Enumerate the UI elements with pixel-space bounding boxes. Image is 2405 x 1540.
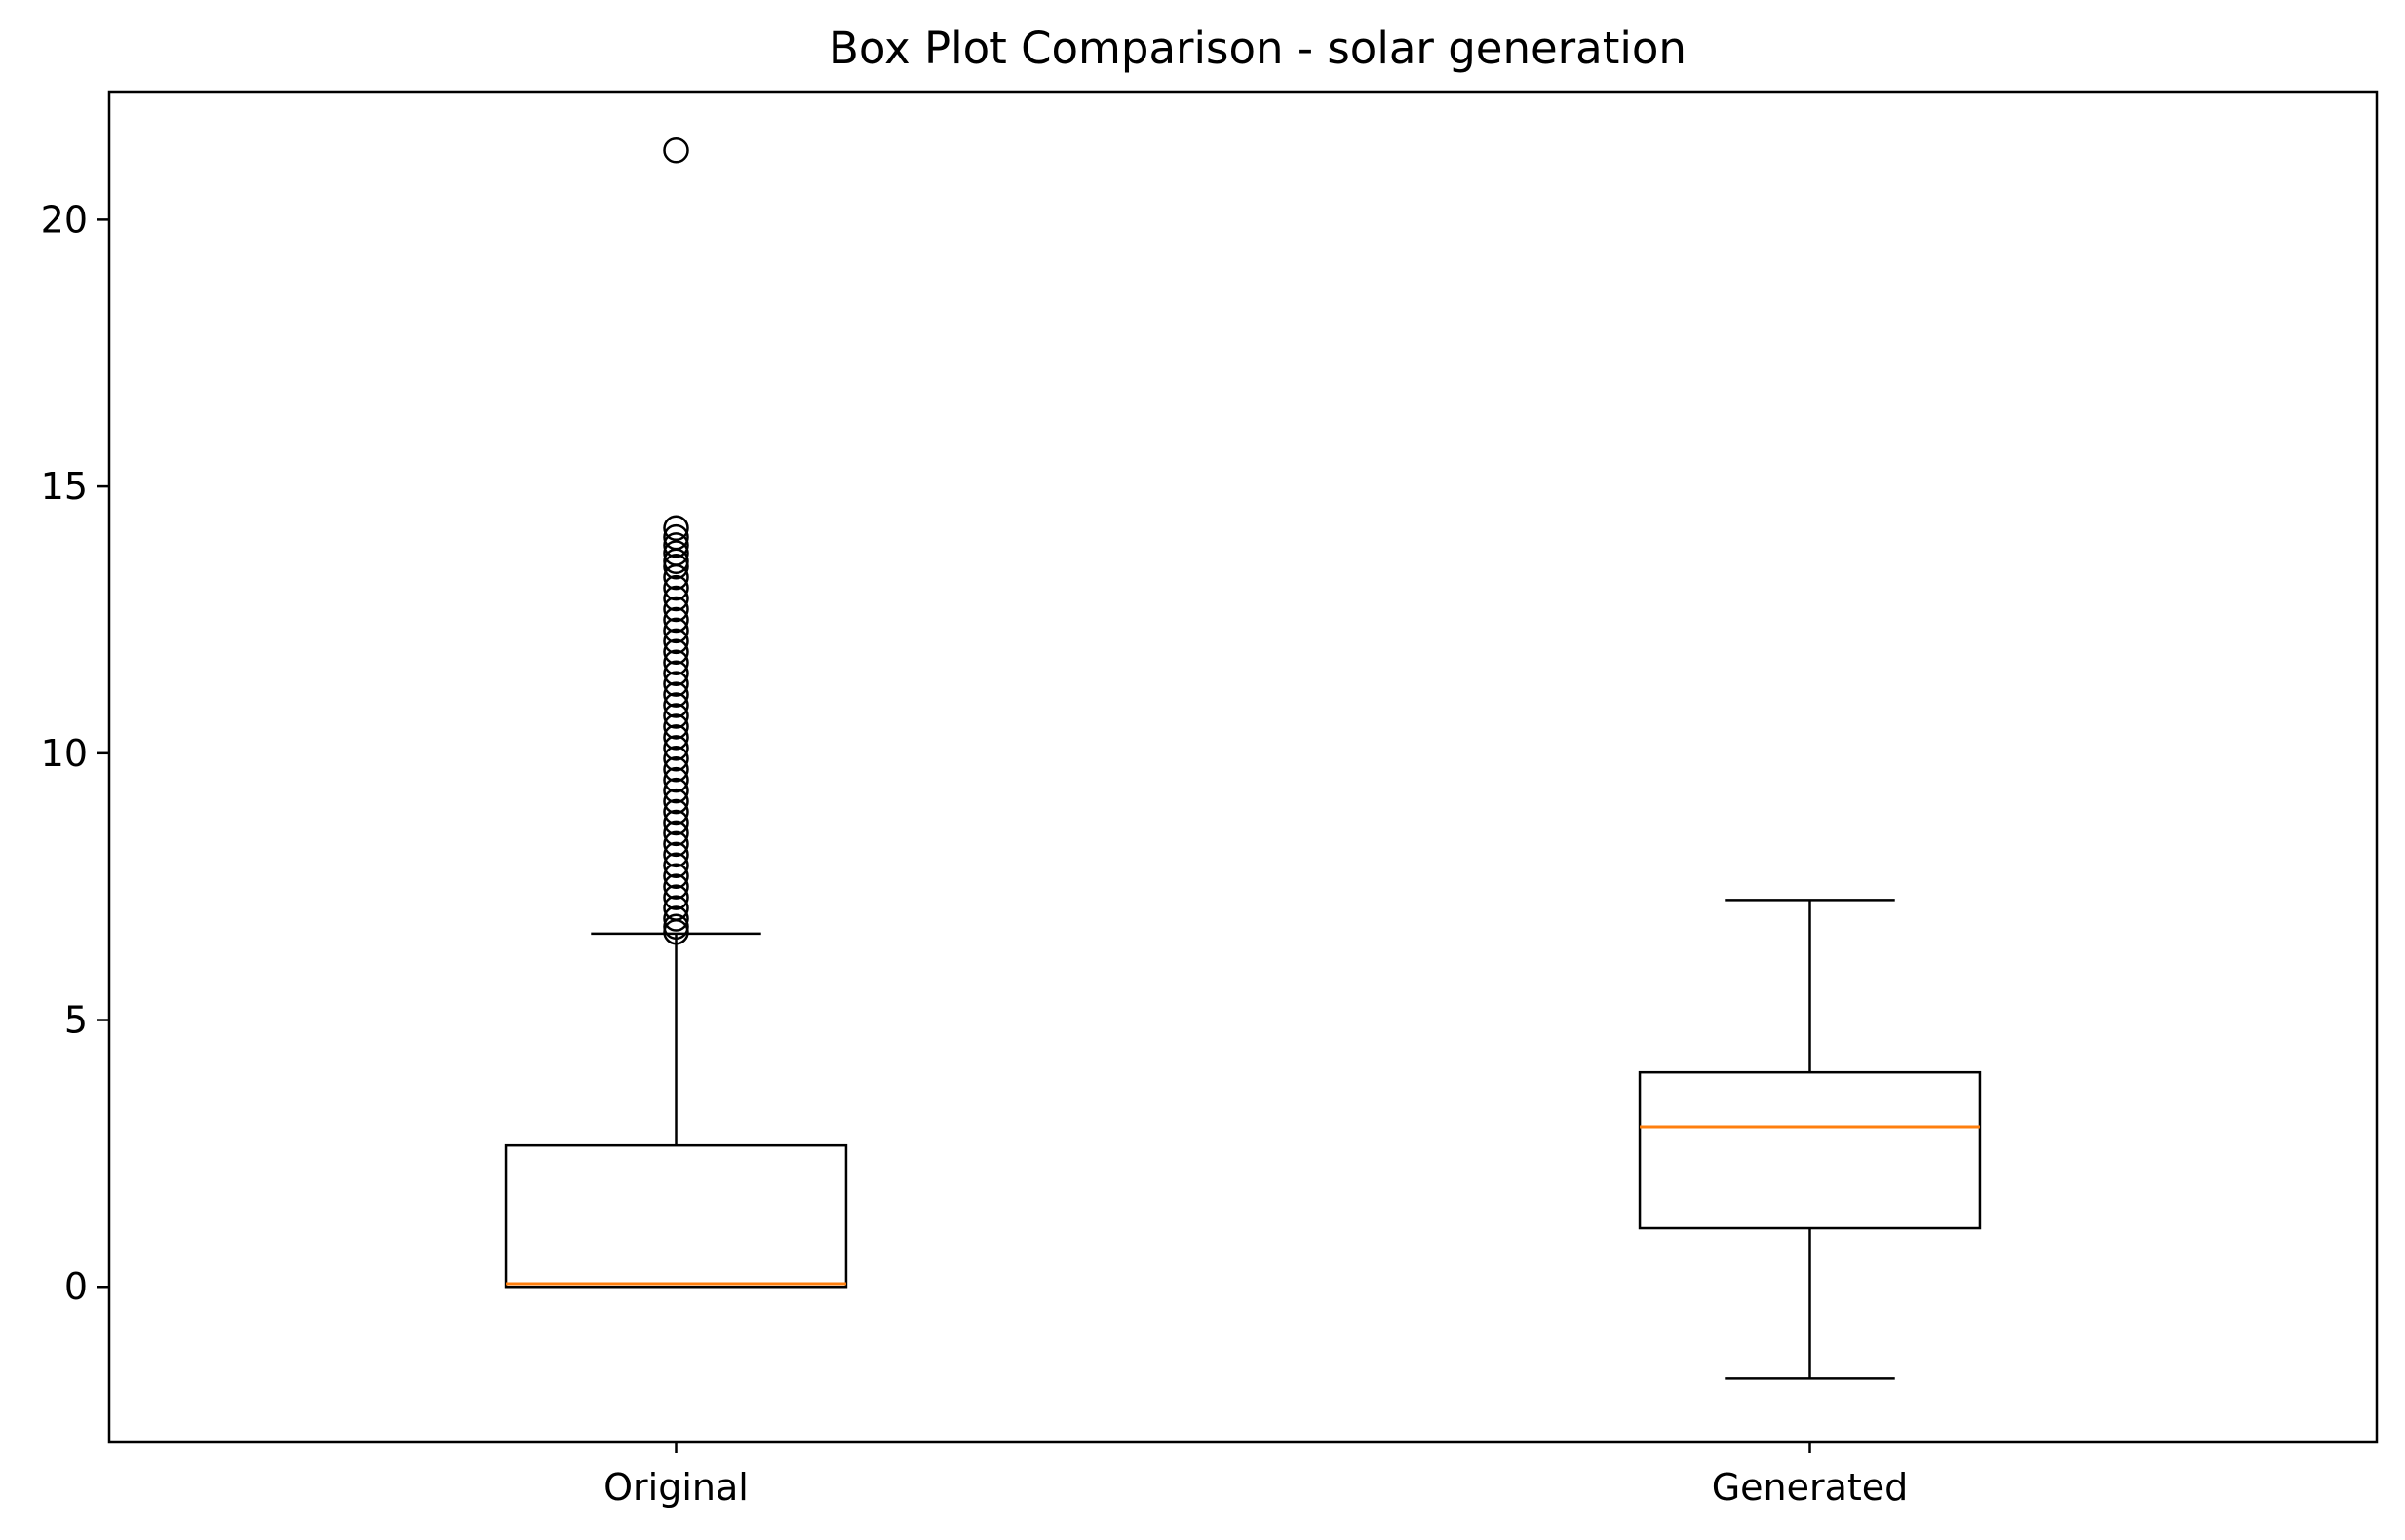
outlier-point [663,820,689,847]
outlier-point [663,660,689,686]
outlier-point [663,649,689,676]
outlier-point [663,617,689,644]
outlier-point [663,905,689,932]
outlier-point [663,628,689,655]
iqr-box [1638,1070,1982,1230]
outlier-point [663,755,689,783]
outlier-point [663,873,689,900]
outlier-point [663,830,689,858]
outlier-point [663,523,689,551]
outlier-point [663,788,689,815]
axes-frame [107,90,2379,1444]
outlier-point [663,638,689,666]
y-tick-label: 5 [64,999,88,1042]
outlier-point [663,766,689,793]
outlier-point [663,852,689,879]
y-axis: 0 5 10 15 20 [41,198,109,1308]
chart-title: Box Plot Comparison - solar generation [829,22,1687,74]
outlier-point [663,735,689,761]
x-tick-label: Generated [1712,1466,1909,1509]
outlier-point [663,681,689,708]
outlier-point [663,703,689,729]
outlier-point [663,895,689,921]
x-tick-label: Original [603,1466,749,1509]
plot-area [504,136,1982,1380]
box-group-original [504,136,848,1289]
outlier-point [663,841,689,868]
outlier-point [663,606,689,634]
y-tick-label: 20 [41,198,88,241]
outlier-point [663,540,689,566]
outlier-point [663,798,689,826]
iqr-box [504,1143,848,1289]
outlier-point [663,136,689,164]
outlier-point [663,809,689,836]
outlier-point [663,777,689,804]
outlier-point [663,574,689,601]
outlier-point [663,724,689,751]
outlier-point [663,532,689,558]
y-tick-label: 10 [41,732,88,775]
outlier-point [663,746,689,772]
outlier-point [663,692,689,718]
outlier-point [663,671,689,697]
outlier-point [663,913,689,940]
outlier-point [663,596,689,623]
y-tick-label: 0 [64,1265,88,1308]
y-tick-label: 15 [41,465,88,508]
outlier-point [663,713,689,740]
outlier-point [663,884,689,910]
box-group-generated [1638,899,1982,1380]
outlier-point [663,863,689,889]
outlier-point [663,585,689,612]
outlier-point [663,515,689,542]
x-axis: Original Generated [603,1442,1908,1509]
